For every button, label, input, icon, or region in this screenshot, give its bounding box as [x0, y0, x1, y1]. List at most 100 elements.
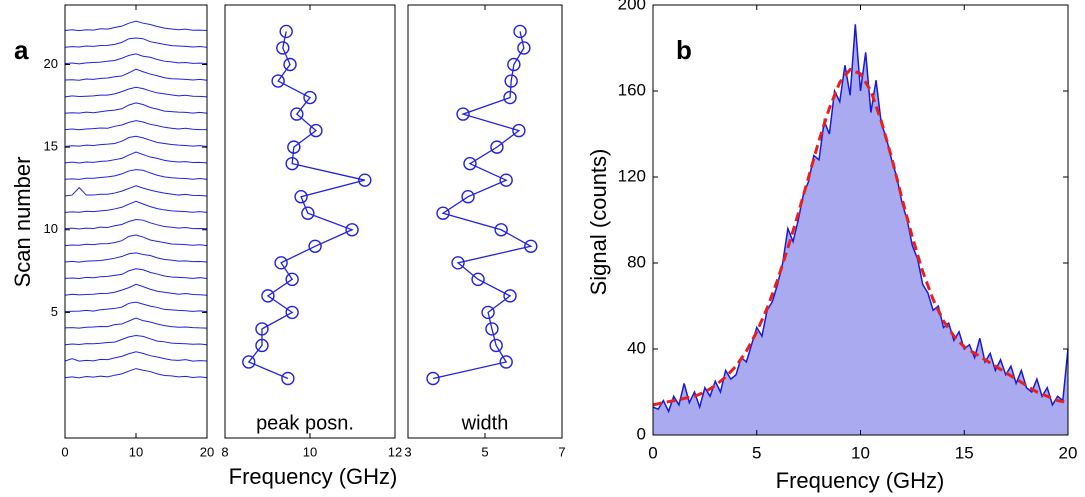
- x-axis-label: Frequency (GHz): [229, 464, 398, 489]
- spectrum-line: [64, 351, 208, 362]
- line: [247, 31, 365, 380]
- y-tick-label: 15: [44, 139, 58, 154]
- spectrum-line: [64, 151, 208, 164]
- x-tick-label: 0: [648, 443, 657, 462]
- marker: [274, 256, 288, 270]
- x-tick-label: 12: [388, 444, 402, 459]
- x-tick-label: 8: [221, 444, 228, 459]
- marker: [513, 24, 527, 39]
- marker: [524, 239, 538, 253]
- marker: [358, 173, 372, 187]
- spectrum-line: [64, 120, 207, 131]
- x-tick-label: 20: [200, 444, 214, 459]
- y-tick-label: 10: [44, 221, 58, 236]
- x-tick-label: 3: [404, 444, 411, 459]
- y-tick-label: 80: [627, 252, 646, 271]
- x-tick-label: 10: [851, 443, 870, 462]
- marker: [261, 289, 275, 303]
- spectrum-line: [64, 268, 208, 280]
- marker: [503, 289, 517, 303]
- marker: [490, 140, 504, 154]
- marker: [303, 90, 317, 105]
- spectrum-line: [64, 301, 208, 313]
- y-tick-label: 200: [618, 0, 646, 13]
- fit-line: [652, 67, 1069, 407]
- marker: [308, 239, 322, 253]
- x-tick-label: 0: [61, 444, 68, 459]
- marker: [255, 322, 269, 336]
- marker: [471, 272, 485, 287]
- marker: [287, 140, 301, 154]
- marker: [499, 173, 513, 187]
- marker: [456, 107, 470, 121]
- spectrum-line: [64, 68, 208, 81]
- marker: [309, 123, 323, 138]
- marker: [285, 156, 299, 171]
- x-axis-label: Frequency (GHz): [776, 468, 945, 493]
- marker: [461, 190, 475, 204]
- marker: [517, 41, 531, 55]
- y-tick-label: 120: [618, 166, 646, 185]
- x-tick-label: 20: [1059, 443, 1078, 462]
- y-axis-label: Signal (counts): [586, 149, 611, 296]
- marker: [281, 371, 295, 386]
- spectrum-line: [64, 234, 208, 247]
- spectrum-line: [64, 37, 208, 48]
- marker: [294, 190, 308, 204]
- spectrum-line: [64, 169, 208, 180]
- marker: [283, 57, 297, 72]
- marker: [279, 24, 293, 39]
- x-tick-label: 10: [303, 444, 317, 459]
- spectrum-line: [64, 102, 208, 114]
- annotation: peak posn.: [256, 412, 354, 434]
- marker: [285, 305, 299, 320]
- x-tick-label: 5: [481, 444, 488, 459]
- y-tick-label: 5: [51, 304, 58, 319]
- y-tick-label: 0: [637, 424, 646, 443]
- spectrum-line: [64, 53, 208, 65]
- x-tick-label: 7: [558, 444, 565, 459]
- marker: [499, 355, 513, 369]
- y-tick-label: 40: [627, 338, 646, 357]
- spectrum-line: [64, 335, 208, 346]
- marker: [481, 305, 495, 320]
- marker: [345, 223, 359, 237]
- spectrum-line: [64, 20, 208, 32]
- marker: [242, 355, 256, 369]
- spectrum-line: [64, 219, 208, 230]
- marker: [512, 123, 526, 138]
- spectrum-line: [64, 185, 208, 197]
- marker: [285, 272, 299, 287]
- spectrum-line: [64, 368, 208, 379]
- x-tick-label: 10: [129, 444, 143, 459]
- marker: [290, 107, 304, 121]
- spectrum-line: [64, 317, 208, 329]
- spectrum-line: [64, 86, 208, 98]
- spectrum-line: [64, 135, 208, 147]
- marker: [485, 322, 499, 336]
- spectrum-line: [64, 283, 208, 296]
- marker: [451, 256, 465, 270]
- marker: [276, 41, 290, 55]
- plot-frame: [224, 4, 396, 439]
- marker: [463, 156, 477, 171]
- marker: [301, 206, 315, 220]
- spectrum-line: [64, 252, 208, 263]
- marker: [504, 74, 518, 88]
- panel-label: a: [14, 35, 29, 65]
- y-axis-label: Scan number: [10, 157, 35, 288]
- marker: [426, 371, 440, 386]
- line: [432, 31, 533, 380]
- x-tick-label: 5: [752, 443, 761, 462]
- marker: [507, 57, 521, 72]
- marker: [271, 74, 285, 88]
- x-tick-label: 15: [955, 443, 974, 462]
- signal-line: [652, 24, 1069, 414]
- y-tick-label: 20: [44, 56, 58, 71]
- panel-label: b: [676, 35, 692, 65]
- spectrum-line: [64, 200, 208, 213]
- marker: [255, 338, 269, 353]
- marker: [494, 223, 508, 237]
- annotation: width: [461, 412, 509, 434]
